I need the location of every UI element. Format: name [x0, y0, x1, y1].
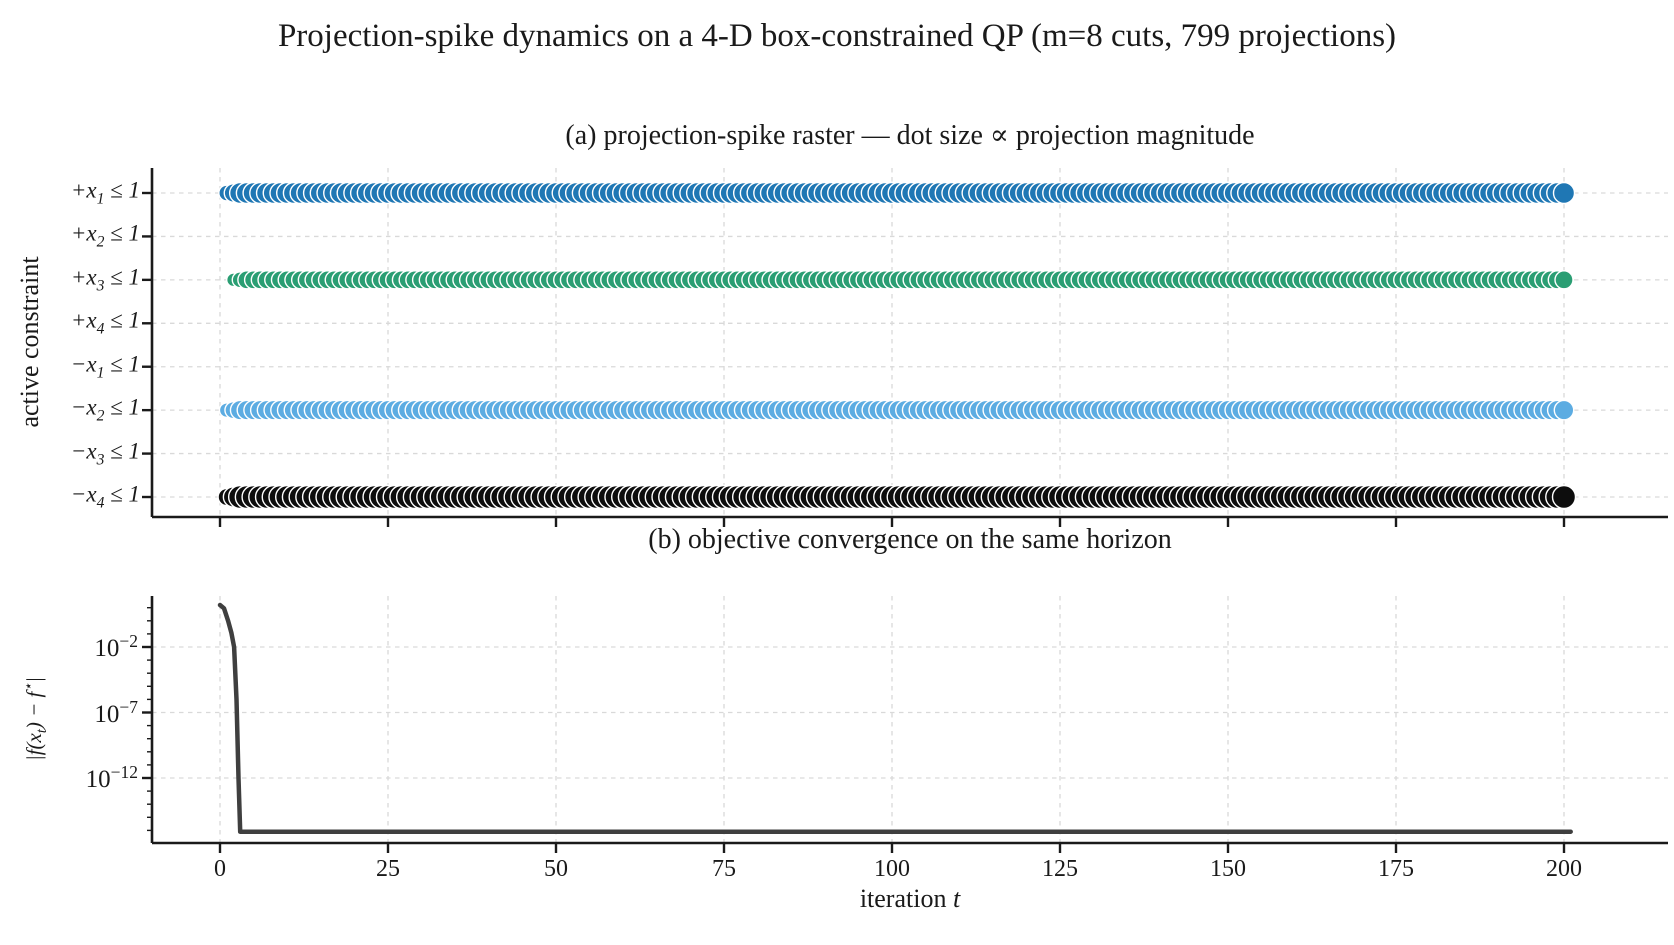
constraint-tick-label: +x1 ≤ 1 [70, 177, 140, 208]
projection-spike-dot [1552, 181, 1576, 205]
convergence-line [217, 602, 1573, 834]
iteration-tick-label: 125 [1042, 856, 1078, 882]
constraint-tick-label: −x3 ≤ 1 [70, 438, 140, 468]
constraint-tick-label: −x4 ≤ 1 [70, 481, 140, 512]
iteration-tick-label: 75 [712, 856, 736, 882]
projection-spike-dot [1551, 484, 1577, 510]
ylabel-b-sup: ⋆ [20, 682, 37, 692]
iteration-tick-label: 150 [1210, 856, 1246, 882]
iteration-tick-label: 200 [1546, 856, 1582, 882]
iteration-tick-label: 0 [214, 856, 226, 882]
iteration-tick-label: 50 [544, 856, 568, 882]
constraint-tick-label: +x3 ≤ 1 [70, 264, 140, 295]
log-ytick-label: 10−7 [94, 696, 138, 728]
x-axis-label: iteration t [860, 884, 960, 914]
ylabel-b-sub: t [34, 729, 51, 734]
constraint-tick-label: −x1 ≤ 1 [70, 351, 140, 382]
log-ytick-label: 10−2 [94, 630, 138, 663]
x-axis-label-word: iteration [859, 884, 947, 913]
constraint-tick-label: +x2 ≤ 1 [70, 221, 140, 251]
log-ytick-label: 10−12 [85, 761, 138, 794]
panel-b-title: (b) objective convergence on the same ho… [648, 524, 1172, 555]
iteration-tick-label: 25 [376, 856, 400, 882]
ylabel-b-post: | [21, 676, 46, 683]
iteration-tick-label: 175 [1378, 856, 1414, 882]
projection-spike-dot [1553, 399, 1575, 421]
projection-spike-dot [1554, 270, 1574, 290]
ylabel-b-pre: |f(x [21, 733, 46, 762]
x-axis-label-variable: t [952, 884, 961, 913]
iteration-tick-label: 100 [874, 856, 910, 882]
panel-a-title: (a) projection-spike raster — dot size ∝… [565, 120, 1255, 151]
figure-title: Projection-spike dynamics on a 4-D box-c… [277, 18, 1397, 54]
constraint-tick-label: −x2 ≤ 1 [70, 394, 140, 425]
constraint-tick-label: +x4 ≤ 1 [70, 307, 140, 338]
